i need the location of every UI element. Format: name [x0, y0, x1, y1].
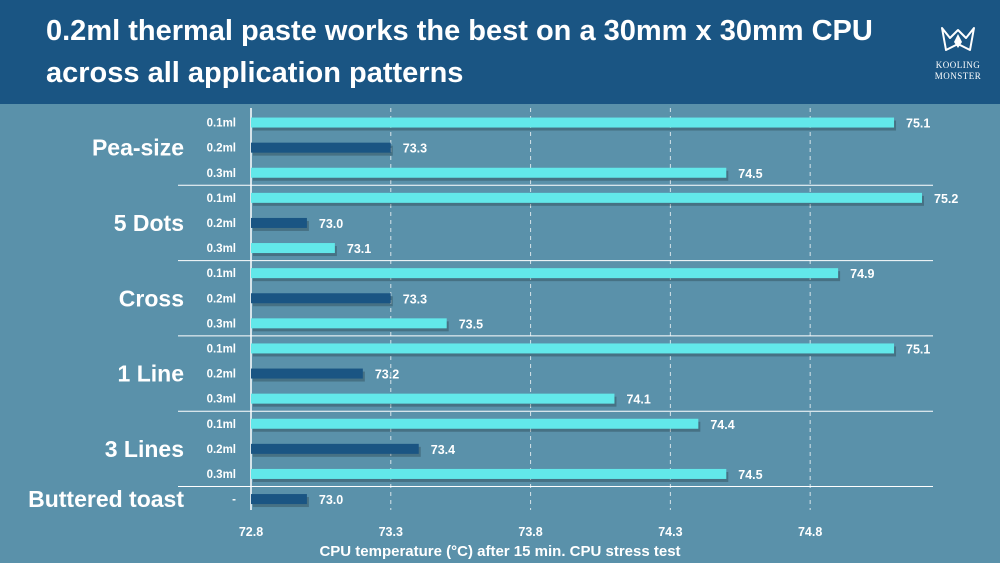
- category-label: Pea-size: [92, 135, 184, 161]
- page-title: 0.2ml thermal paste works the best on a …: [46, 15, 873, 89]
- value-label: 73.4: [431, 443, 455, 457]
- amount-label: 0.2ml: [207, 369, 236, 381]
- value-label: 75.2: [934, 192, 958, 206]
- category-label: Cross: [119, 285, 184, 311]
- amount-label: 0.1ml: [207, 343, 236, 355]
- value-label: 75.1: [906, 342, 930, 356]
- x-tick-label: 72.8: [239, 525, 263, 539]
- logo-text-line2: MONSTER: [934, 71, 982, 81]
- amount-label: 0.2ml: [207, 218, 236, 230]
- bar-chart: 72.8 73.3 73.8 74.3 74.8 0.1ml 75.1 0.2ml 73.3 0.…: [28, 108, 958, 560]
- bar: [251, 217, 307, 228]
- bar: [251, 192, 922, 203]
- value-label: 74.5: [738, 468, 762, 482]
- bar: [251, 243, 335, 254]
- amount-label: 0.2ml: [207, 143, 236, 155]
- value-label: 73.3: [403, 292, 427, 306]
- value-label: 74.1: [626, 393, 650, 407]
- amount-label: 0.1ml: [207, 419, 236, 431]
- amount-label: 0.2ml: [207, 293, 236, 305]
- value-label: 73.5: [459, 317, 483, 331]
- x-tick-label: 74.3: [658, 525, 682, 539]
- value-label: 75.1: [906, 117, 930, 131]
- bar: [251, 293, 391, 304]
- bar: [251, 142, 391, 153]
- bar: [251, 268, 839, 279]
- logo-text-line1: KOOLING: [935, 60, 981, 70]
- amount-label: 0.3ml: [207, 469, 236, 481]
- amount-label: 0.1ml: [207, 193, 236, 205]
- bar: [251, 167, 727, 178]
- bar: [251, 418, 699, 429]
- amount-label: 0.2ml: [207, 444, 236, 456]
- value-label: 73.0: [319, 493, 343, 507]
- amount-label: 0.3ml: [207, 318, 236, 330]
- bar: [251, 343, 895, 354]
- value-label: 73.1: [347, 242, 371, 256]
- x-tick-label: 73.3: [379, 525, 403, 539]
- header-banner: 0.2ml thermal paste works the best on a …: [0, 0, 1000, 104]
- bar: [251, 494, 307, 505]
- amount-label: 0.3ml: [207, 168, 236, 180]
- amount-label: 0.3ml: [207, 394, 236, 406]
- bar: [251, 468, 727, 479]
- value-label: 74.5: [738, 167, 762, 181]
- value-label: 73.0: [319, 217, 343, 231]
- category-label: Buttered toast: [28, 486, 184, 512]
- category-label: 3 Lines: [105, 436, 184, 462]
- amount-label: 0.1ml: [207, 268, 236, 280]
- value-label: 73.3: [403, 142, 427, 156]
- x-tick-label: 74.8: [798, 525, 822, 539]
- category-label: 5 Dots: [114, 210, 184, 236]
- value-label: 74.9: [850, 267, 874, 281]
- value-label: 73.2: [375, 368, 399, 382]
- x-axis-title: CPU temperature (°C) after 15 min. CPU s…: [319, 543, 680, 560]
- crown-icon: [941, 27, 975, 51]
- x-tick-label: 73.8: [518, 525, 542, 539]
- bar: [251, 318, 447, 329]
- amount-label: 0.1ml: [207, 118, 236, 130]
- bar: [251, 368, 363, 379]
- category-label: 1 Line: [118, 361, 184, 387]
- amount-label: 0.3ml: [207, 243, 236, 255]
- bar: [251, 443, 419, 454]
- kooling-monster-logo: KOOLING MONSTER: [920, 26, 996, 86]
- value-label: 74.4: [710, 418, 734, 432]
- bar: [251, 117, 895, 128]
- bar: [251, 393, 615, 404]
- amount-label: -: [232, 494, 236, 506]
